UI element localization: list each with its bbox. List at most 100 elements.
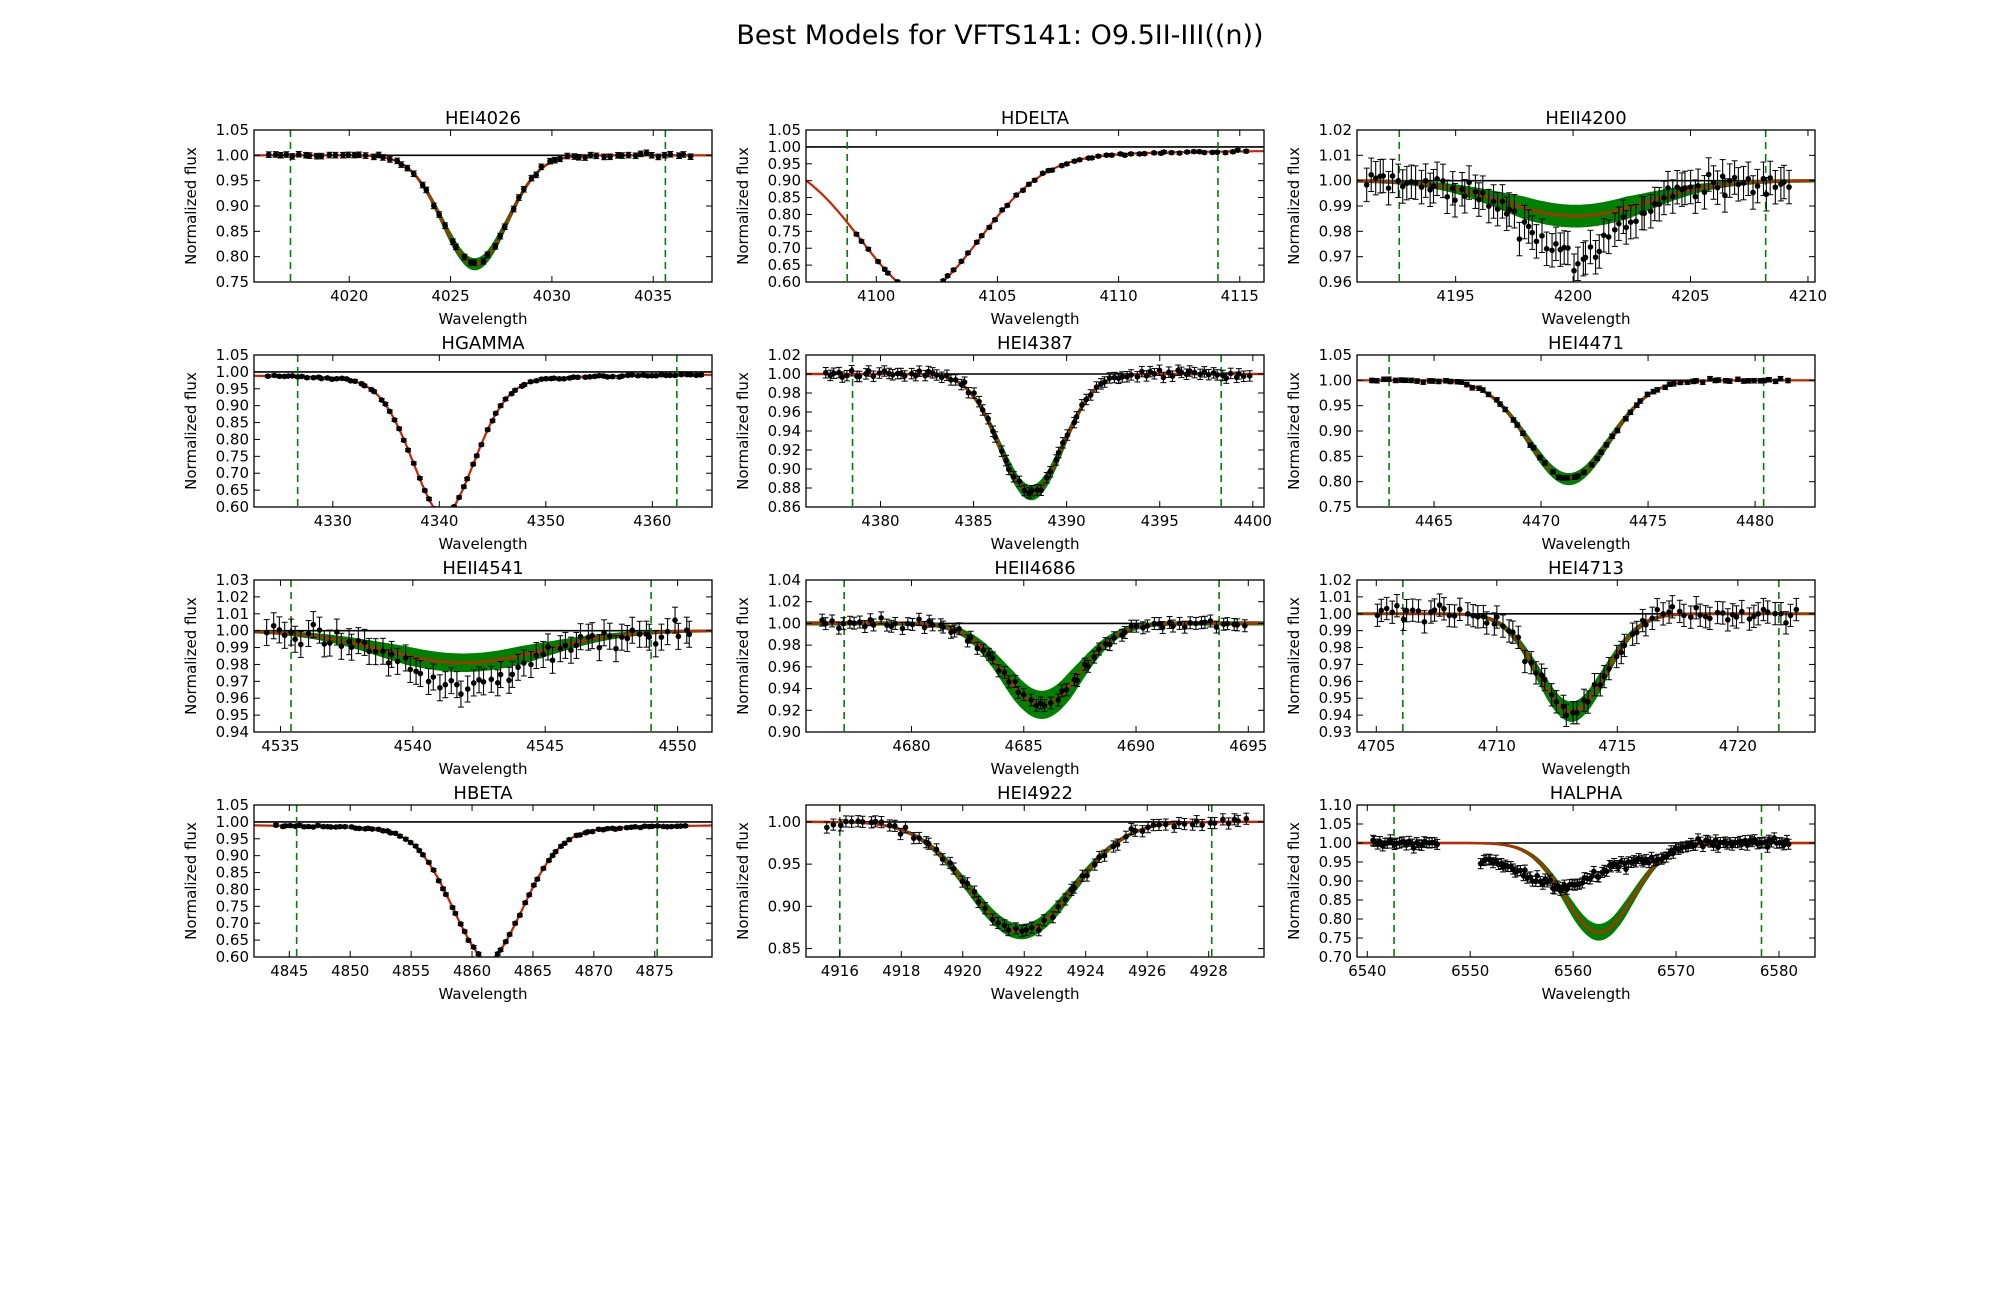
y-tick-label: 1.05	[1319, 815, 1352, 833]
data-point	[1548, 691, 1555, 698]
data-point	[1564, 474, 1571, 481]
data-point	[410, 460, 417, 467]
data-point	[1394, 602, 1400, 609]
data-point	[1402, 377, 1409, 384]
data-point	[497, 947, 504, 953]
data-point	[1117, 151, 1124, 157]
data-point	[582, 374, 589, 381]
data-point	[1581, 469, 1587, 476]
plot-area	[1357, 355, 1815, 507]
data-point	[1021, 487, 1028, 494]
data-point	[867, 616, 874, 623]
y-tick-label: 0.75	[1319, 498, 1352, 516]
data-point	[557, 645, 564, 652]
data-point	[1785, 377, 1791, 384]
data-point	[1207, 618, 1214, 624]
x-axis-label: Wavelength	[1542, 760, 1631, 778]
x-tick-label: 4475	[1629, 512, 1667, 530]
y-tick-label: 0.95	[1319, 689, 1352, 707]
y-tick-label: 1.00	[768, 138, 801, 156]
y-tick-label: 0.65	[216, 481, 249, 499]
data-point	[1538, 672, 1545, 678]
data-point	[1400, 616, 1407, 623]
model-envelope	[254, 154, 712, 271]
data-point	[1143, 373, 1150, 379]
data-point	[538, 376, 545, 382]
data-point	[494, 951, 501, 957]
data-point	[1187, 619, 1194, 626]
data-point	[1618, 649, 1625, 656]
data-point	[1647, 208, 1654, 215]
y-tick-label: 0.94	[216, 723, 249, 741]
data-point	[1103, 152, 1110, 158]
data-point	[386, 408, 393, 415]
data-point	[1139, 368, 1145, 375]
data-point	[475, 951, 482, 957]
data-point	[843, 818, 849, 825]
data-point	[929, 370, 936, 376]
data-point	[1059, 688, 1065, 694]
data-point	[310, 621, 317, 628]
y-tick-label: 1.00	[1319, 172, 1352, 190]
y-tick-label: 1.02	[1319, 571, 1352, 589]
x-tick-label: 4870	[575, 962, 613, 980]
data-point	[824, 824, 830, 831]
data-point	[385, 660, 392, 666]
x-tick-label: 4100	[857, 287, 895, 305]
x-tick-label: 4465	[1415, 512, 1453, 530]
data-point	[318, 153, 325, 159]
y-tick-label: 1.00	[768, 614, 801, 632]
data-point	[1783, 620, 1789, 626]
data-point	[1436, 602, 1443, 608]
x-tick-label: 4110	[1100, 287, 1138, 305]
data-point	[566, 836, 573, 843]
x-tick-label: 4105	[978, 287, 1016, 305]
data-point	[1220, 816, 1226, 823]
y-tick-label: 0.95	[216, 706, 249, 724]
data-point	[1676, 608, 1683, 615]
x-tick-label: 4922	[1005, 962, 1043, 980]
y-tick-label: 0.88	[768, 479, 801, 497]
data-point	[387, 830, 394, 836]
axes-frame	[253, 579, 713, 733]
y-tick-label: 0.93	[1319, 723, 1352, 741]
data-point	[1591, 681, 1598, 688]
y-axis-label: Normalized flux	[1285, 597, 1303, 715]
data-point	[687, 153, 694, 160]
data-point	[1085, 663, 1091, 670]
data-point	[1656, 201, 1663, 208]
y-tick-label: 1.01	[216, 605, 249, 623]
y-tick-label: 1.00	[216, 363, 249, 381]
data-point	[1430, 378, 1436, 384]
subplot-title: HGAMMA	[441, 333, 525, 354]
x-tick-label: 4860	[453, 962, 491, 980]
data-point	[1005, 927, 1012, 933]
data-point	[1515, 634, 1522, 641]
data-point	[836, 369, 842, 376]
data-point	[1122, 629, 1128, 636]
data-point	[1020, 187, 1026, 194]
x-axis-label: Wavelength	[1542, 985, 1631, 1003]
data-point	[562, 642, 569, 649]
data-point	[371, 154, 377, 160]
x-axis-label: Wavelength	[439, 760, 528, 778]
data-point	[885, 270, 891, 276]
x-tick-label: 4470	[1522, 512, 1560, 530]
data-point	[1015, 689, 1022, 696]
subplot-title: HEII4200	[1545, 108, 1626, 129]
data-point	[1415, 608, 1422, 614]
subplot-title: HDELTA	[1001, 108, 1070, 129]
plot-area	[806, 805, 1264, 957]
data-point	[577, 633, 584, 640]
data-point	[315, 822, 321, 829]
data-point	[906, 287, 912, 293]
data-point	[995, 668, 1002, 674]
data-point	[607, 153, 613, 160]
y-tick-label: 0.65	[768, 256, 801, 274]
data-point	[858, 238, 865, 245]
data-point	[551, 157, 558, 164]
data-point	[1772, 378, 1779, 385]
data-point	[643, 150, 650, 156]
y-tick-label: 1.05	[1319, 346, 1352, 364]
data-point	[1170, 623, 1176, 629]
